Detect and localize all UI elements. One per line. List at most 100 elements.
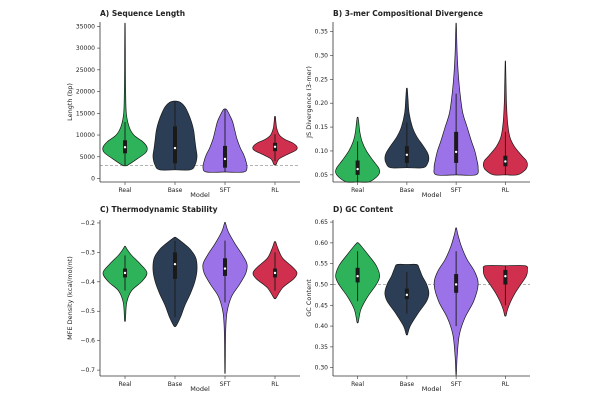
median-dot [223,267,227,270]
median-dot [454,283,458,286]
y-tick-label: −0.5 [80,308,95,315]
y-tick-label: 0.35 [315,344,329,351]
x-tick-label: SFT [451,381,462,388]
violin-real [102,245,148,322]
panel-d: D) GC Content 0.30 0.35 0.40 0.45 0.50 0.55 0.6… [305,205,530,393]
panel-title: C) Thermodynamic Stability [100,205,218,214]
x-tick-label: Real [351,381,364,388]
y-tick-label: 0.05 [315,172,329,179]
x-tick-label: Real [119,381,132,388]
y-axis-label: Length (bp) [66,83,74,121]
y-tick-label: −0.6 [80,338,95,345]
median-dot [356,167,359,171]
x-tick-label: RL [271,187,279,194]
y-tick-label: 0.30 [315,52,329,59]
y-tick-label: 0.10 [315,148,329,155]
violin-real [335,116,381,183]
median-dot [405,153,409,156]
y-tick-label: 0.25 [315,76,329,83]
median-dot [173,262,177,266]
x-tick-label: SFT [220,381,231,388]
y-tick-label: 5000 [80,154,95,161]
x-tick-label: RL [502,187,510,194]
x-tick-label: Base [400,381,415,388]
violin-sft [433,22,479,176]
median-dot [454,150,458,154]
y-tick-label: 0.40 [315,323,329,330]
violin-real [102,22,148,167]
y-tick-label: 0.30 [315,365,329,372]
y-axis-label: GC Content [305,279,313,317]
violin-rl [252,116,298,166]
median-dot [504,274,507,278]
violin-rl [482,265,528,317]
y-tick-label: 0.50 [315,281,329,288]
x-tick-label: Base [400,187,415,194]
x-tick-label: Real [119,187,132,194]
panel-c: C) Thermodynamic Stability −0.7 −0.6 −0.5 −0… [66,205,300,393]
iqr-box [223,145,227,168]
violin-base [384,87,430,169]
median-dot [223,157,227,161]
y-axis-label: JS Divergence (3-mer) [305,66,313,139]
median-dot [405,293,409,297]
x-axis-label: Model [422,385,442,393]
violin-body [102,22,148,167]
x-tick-label: RL [502,381,510,388]
panel-b: B) 3-mer Compositional Divergence 0.05 0.1… [305,9,530,199]
violin-sft [202,221,248,374]
y-tick-label: 0.60 [315,240,329,247]
y-tick-label: 0.45 [315,302,329,309]
y-tick-label: 30000 [76,45,95,52]
y-tick-label: −0.2 [80,220,95,227]
iqr-box [173,126,177,164]
iqr-box [173,252,177,279]
iqr-box [223,258,227,276]
violin-real [335,242,380,324]
panel-a: A) Sequence Length 0 5000 10000 15000 20000 25… [66,9,300,199]
iqr-box [355,160,360,175]
y-tick-label: −0.4 [80,279,95,286]
y-tick-label: −0.7 [80,367,95,374]
panel-title: A) Sequence Length [100,9,185,18]
y-tick-label: 0.35 [315,29,329,36]
panel-title: B) 3-mer Compositional Divergence [333,9,483,18]
median-dot [123,271,127,275]
y-tick-label: 0.65 [315,219,329,226]
y-tick-label: 0 [91,176,95,183]
median-dot [356,274,359,278]
iqr-box [454,131,459,163]
violin-sft [433,227,479,376]
x-tick-label: RL [271,381,279,388]
violin-rl [252,241,298,300]
y-axis-label: MFE Density (kcal/mol/nt) [66,256,74,340]
x-axis-label: Model [422,191,442,199]
violin-base [152,236,198,327]
y-tick-label: 0.55 [315,261,329,268]
median-dot [123,146,127,149]
y-tick-label: 20000 [76,89,95,96]
panel-title: D) GC Content [333,205,394,214]
median-dot [504,160,507,163]
x-tick-label: Base [168,381,183,388]
median-dot [273,271,277,275]
y-tick-label: 15000 [76,110,95,117]
y-tick-label: 25000 [76,67,95,74]
x-tick-label: SFT [220,187,231,194]
violin-sft [202,108,248,173]
y-tick-label: 10000 [76,132,95,139]
y-tick-label: 35000 [76,23,95,30]
x-axis-label: Model [190,385,210,393]
violin-rl [482,60,528,176]
x-tick-label: Real [351,187,364,194]
y-tick-label: 0.15 [315,124,329,131]
x-axis-label: Model [190,191,210,199]
x-tick-label: Base [168,187,183,194]
violin-base [152,100,198,171]
y-tick-label: 0.20 [315,100,329,107]
median-dot [173,146,177,150]
violin-base [384,263,430,336]
y-tick-label: −0.3 [80,249,95,256]
